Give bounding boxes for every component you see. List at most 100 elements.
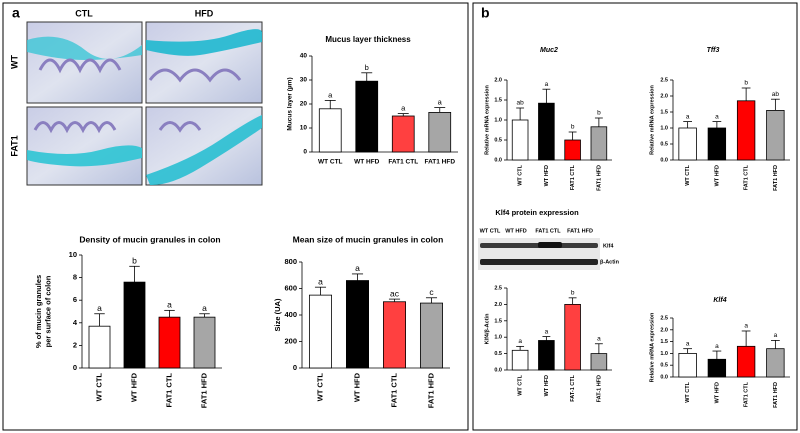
significance-letter: a (686, 340, 690, 347)
bar (766, 110, 785, 161)
significance-letter: a (518, 338, 522, 345)
y-axis-label: Relative mRNA expression (649, 312, 655, 382)
significance-letter: a (545, 81, 549, 88)
y-tick-label: 0.0 (660, 374, 668, 380)
chart-title: Klf4 protein expression (495, 208, 579, 217)
panel-label: a (12, 5, 20, 21)
significance-letter: b (571, 290, 575, 297)
y-tick-label: 0.5 (494, 137, 502, 143)
y-tick-label: 0.0 (660, 157, 668, 163)
significance-letter: a (774, 332, 778, 339)
x-tick-label: FAT1 CTL (388, 159, 418, 166)
y-axis-label: Relative mRNA expression (484, 84, 490, 154)
y-tick-label: 2.0 (660, 327, 668, 333)
panel-label: b (481, 5, 490, 21)
significance-letter: a (686, 113, 690, 120)
y-tick-label: 2.0 (494, 302, 502, 308)
bar (736, 100, 756, 161)
y-tick-label: 2.5 (494, 285, 502, 291)
bar (123, 281, 146, 369)
y-tick-label: 20 (300, 101, 308, 108)
x-tick-label: FAT1 HFD (424, 159, 455, 166)
significance-letter: a (597, 335, 601, 342)
bar (678, 127, 697, 161)
x-tick-label: FAT1 CTL (164, 373, 173, 408)
y-tick-label: 2.5 (660, 315, 668, 321)
bar (345, 280, 369, 369)
x-tick-label: WT CTL (518, 374, 524, 395)
histology: CTL HFD WT FAT1 (9, 8, 263, 186)
x-tick-label: WT HFD (129, 372, 138, 402)
y-tick-label: 40 (300, 53, 308, 60)
y-tick-label: 6 (73, 295, 77, 304)
y-tick-label: 1.5 (660, 109, 668, 115)
x-tick-label: WT CTL (685, 381, 691, 402)
bar (88, 325, 111, 369)
significance-letter: b (132, 256, 137, 266)
bar (511, 119, 529, 161)
x-tick-label: FAT1 HFD (199, 372, 208, 408)
micrograph (145, 106, 263, 186)
bar (538, 340, 555, 371)
bar (391, 115, 415, 153)
y-tick-label: 10 (300, 125, 308, 132)
panel-frame (2, 2, 469, 431)
significance-letter: a (97, 303, 102, 313)
y-tick-label: 0.5 (494, 351, 502, 357)
x-tick-label: FAT1 HFD (596, 165, 602, 191)
lane-label: FAT1 CTL (535, 228, 561, 234)
x-tick-label: FAT1 CTL (744, 381, 750, 407)
bar (590, 126, 608, 161)
y-tick-label: 1.5 (660, 339, 668, 345)
y-tick-label: 0.5 (660, 141, 668, 147)
x-tick-label: WT CTL (685, 164, 691, 185)
y-tick-label: 800 (284, 257, 297, 266)
band-label: Klf4 (603, 243, 614, 249)
y-axis-label: Size (UA) (273, 298, 282, 331)
chart-title: Density of mucin granules in colon (79, 234, 220, 244)
bar (564, 303, 581, 371)
y-tick-label: 1.5 (494, 318, 502, 324)
panel-frame (472, 2, 798, 431)
row-label: WT (9, 55, 19, 69)
bar (707, 127, 727, 161)
significance-letter: a (545, 328, 549, 335)
significance-letter: b (365, 63, 369, 72)
chart-title: Mean size of mucin granules in colon (293, 234, 444, 244)
bar (382, 301, 406, 369)
bar (564, 139, 581, 161)
bar (318, 108, 342, 153)
x-tick-label: WT HFD (544, 375, 550, 396)
micrograph (26, 21, 143, 104)
lane-label: WT HFD (505, 228, 526, 234)
bar (428, 112, 452, 153)
y-tick-label: 400 (284, 310, 297, 319)
x-tick-label: WT HFD (714, 165, 720, 186)
bar (355, 80, 379, 153)
y-tick-label: 2.0 (660, 93, 668, 99)
y-tick-label: 1.0 (660, 351, 668, 357)
significance-letter: a (167, 300, 172, 310)
x-tick-label: WT HFD (544, 165, 550, 186)
bar (511, 349, 529, 371)
bar (193, 316, 216, 369)
bar (538, 102, 555, 161)
bar (590, 353, 608, 371)
significance-letter: a (401, 104, 406, 113)
x-tick-label: WT HFD (714, 382, 720, 403)
micrograph (26, 106, 143, 186)
significance-letter: ac (390, 288, 400, 298)
y-tick-label: 1.0 (660, 125, 668, 131)
y-tick-label: 4 (73, 318, 78, 327)
bar (158, 316, 181, 369)
row-label: FAT1 (9, 135, 19, 156)
band-label: β-Actin (600, 259, 620, 265)
y-tick-label: 0.0 (494, 157, 502, 163)
y-tick-label: 8 (73, 273, 77, 282)
significance-letter: a (744, 323, 748, 330)
significance-letter: a (438, 98, 443, 107)
column-label: CTL (75, 8, 93, 18)
chart-title: Mucus layer thickness (325, 35, 411, 44)
significance-letter: a (715, 113, 719, 120)
